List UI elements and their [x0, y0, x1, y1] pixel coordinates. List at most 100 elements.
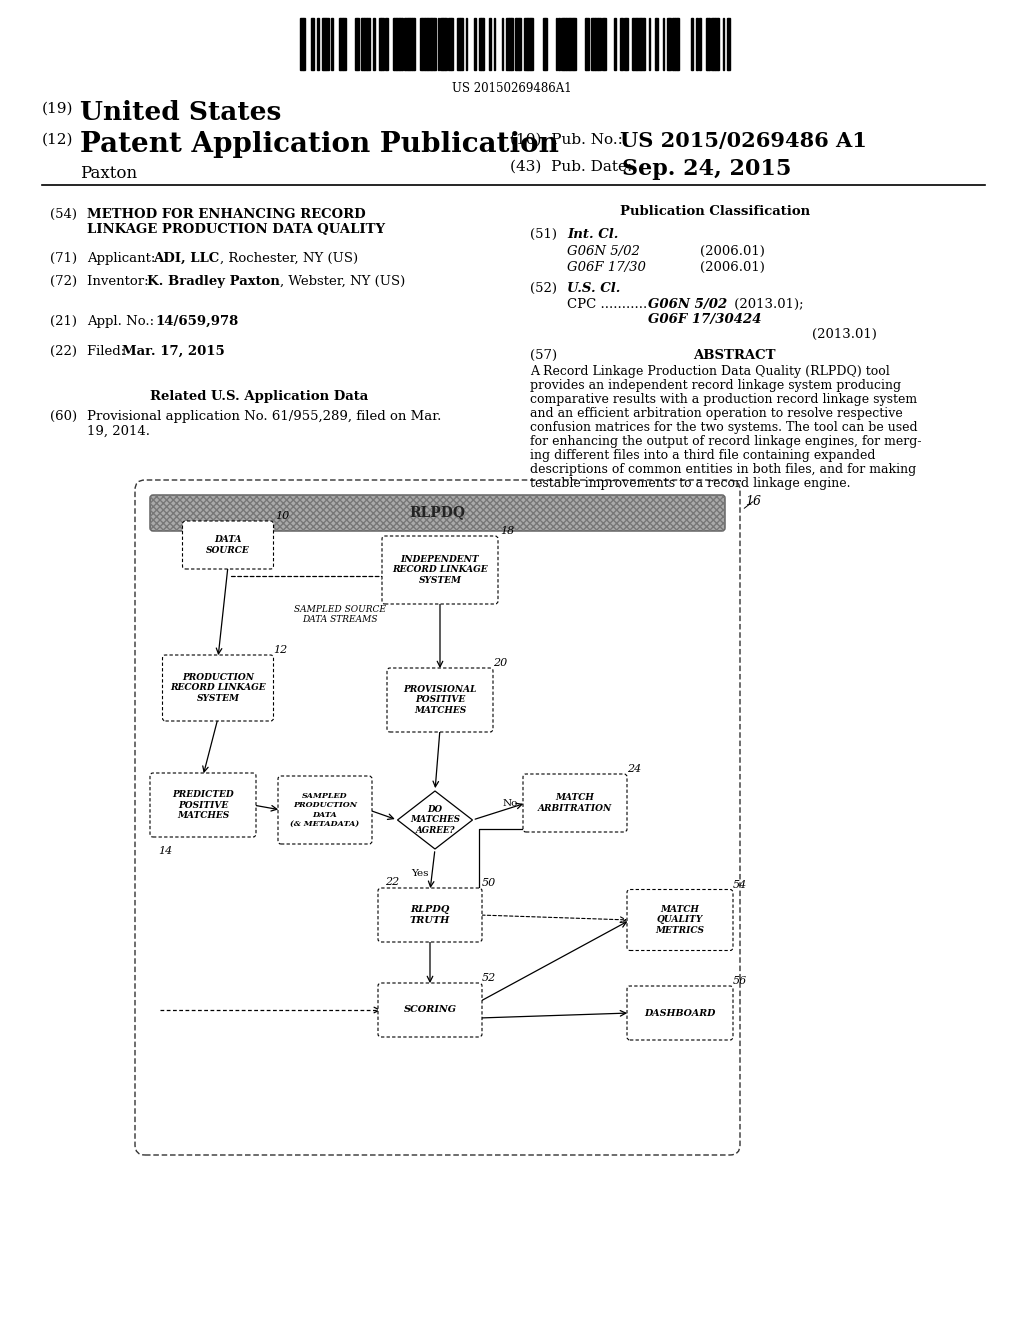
Bar — [591, 18, 593, 70]
Text: (12): (12) — [42, 133, 74, 147]
Text: (52): (52) — [530, 282, 557, 294]
Text: (60): (60) — [50, 411, 77, 422]
Bar — [397, 18, 399, 70]
Bar — [531, 18, 534, 70]
Bar — [394, 18, 396, 70]
Text: G06F 17/30424: G06F 17/30424 — [648, 313, 762, 326]
Text: testable improvements to a record linkage engine.: testable improvements to a record linkag… — [530, 477, 851, 490]
Text: K. Bradley Paxton: K. Bradley Paxton — [147, 275, 280, 288]
Text: PROVISIONAL
POSITIVE
MATCHES: PROVISIONAL POSITIVE MATCHES — [403, 685, 477, 715]
Text: (43)  Pub. Date:: (43) Pub. Date: — [510, 160, 632, 174]
Text: Inventor:: Inventor: — [87, 275, 157, 288]
Bar — [331, 18, 333, 70]
Bar — [524, 18, 527, 70]
Bar — [574, 18, 575, 70]
Bar — [474, 18, 476, 70]
Bar — [481, 18, 483, 70]
Bar — [595, 18, 598, 70]
Text: (51): (51) — [530, 228, 557, 242]
Bar — [564, 18, 566, 70]
Bar — [509, 18, 511, 70]
Bar — [412, 18, 414, 70]
Bar — [598, 18, 601, 70]
Bar — [432, 18, 434, 70]
Bar — [624, 18, 626, 70]
Text: 19, 2014.: 19, 2014. — [87, 425, 150, 438]
Text: Mar. 17, 2015: Mar. 17, 2015 — [122, 345, 224, 358]
Text: Applicant:: Applicant: — [87, 252, 160, 265]
Bar — [489, 18, 490, 70]
Bar — [586, 18, 589, 70]
Text: confusion matrices for the two systems. The tool can be used: confusion matrices for the two systems. … — [530, 421, 918, 434]
Bar — [445, 18, 447, 70]
Bar — [422, 18, 425, 70]
Text: Paxton: Paxton — [80, 165, 137, 182]
Bar — [543, 18, 545, 70]
Text: (22): (22) — [50, 345, 77, 358]
Text: MATCH
QUALITY
METRICS: MATCH QUALITY METRICS — [655, 906, 705, 935]
Text: LINKAGE PRODUCTION DATA QUALITY: LINKAGE PRODUCTION DATA QUALITY — [87, 223, 385, 236]
Text: INDEPENDENT
RECORD LINKAGE
SYSTEM: INDEPENDENT RECORD LINKAGE SYSTEM — [392, 556, 487, 585]
Text: (2013.01);: (2013.01); — [730, 298, 804, 312]
Bar — [604, 18, 606, 70]
Text: 12: 12 — [273, 645, 288, 655]
Text: (2006.01): (2006.01) — [700, 261, 765, 275]
Bar — [728, 18, 730, 70]
Bar — [696, 18, 698, 70]
Text: SAMPLED
PRODUCTION
DATA
(& METADATA): SAMPLED PRODUCTION DATA (& METADATA) — [291, 792, 359, 828]
FancyBboxPatch shape — [163, 655, 273, 721]
Bar — [385, 18, 388, 70]
Text: CPC ...........: CPC ........... — [567, 298, 647, 312]
Text: RLPDQ: RLPDQ — [410, 506, 466, 519]
Bar — [357, 18, 359, 70]
FancyBboxPatch shape — [387, 668, 493, 733]
Text: 24: 24 — [627, 764, 641, 774]
Bar — [593, 18, 595, 70]
Text: G06N 5/02: G06N 5/02 — [567, 246, 640, 257]
Text: PREDICTED
POSITIVE
MATCHES: PREDICTED POSITIVE MATCHES — [172, 791, 233, 820]
Text: United States: United States — [80, 100, 282, 125]
FancyBboxPatch shape — [378, 888, 482, 942]
Bar — [614, 18, 616, 70]
Text: 16: 16 — [745, 495, 761, 508]
Bar — [343, 18, 346, 70]
Text: DASHBOARD: DASHBOARD — [644, 1008, 716, 1018]
FancyBboxPatch shape — [182, 521, 273, 569]
Bar — [451, 18, 453, 70]
Text: ABSTRACT: ABSTRACT — [693, 348, 775, 362]
Bar — [715, 18, 718, 70]
Text: provides an independent record linkage system producing: provides an independent record linkage s… — [530, 379, 901, 392]
Bar — [440, 18, 442, 70]
Bar — [602, 18, 604, 70]
Bar — [637, 18, 640, 70]
Text: ing different files into a third file containing expanded: ing different files into a third file co… — [530, 449, 876, 462]
Text: Appl. No.:: Appl. No.: — [87, 315, 163, 327]
Bar — [460, 18, 463, 70]
Bar — [707, 18, 709, 70]
Text: (54): (54) — [50, 209, 77, 220]
Text: U.S. Cl.: U.S. Cl. — [567, 282, 621, 294]
FancyBboxPatch shape — [523, 774, 627, 832]
Bar — [400, 18, 402, 70]
Text: Related U.S. Application Data: Related U.S. Application Data — [150, 389, 369, 403]
Text: SCORING: SCORING — [403, 1006, 457, 1015]
Text: (2013.01): (2013.01) — [812, 327, 877, 341]
Text: 22: 22 — [385, 876, 399, 887]
Text: 14: 14 — [158, 846, 172, 855]
Bar — [340, 18, 343, 70]
Bar — [303, 18, 305, 70]
Text: RLPDQ
TRUTH: RLPDQ TRUTH — [410, 906, 451, 925]
Text: SAMPLED SOURCE
DATA STREAMS: SAMPLED SOURCE DATA STREAMS — [294, 605, 386, 624]
FancyBboxPatch shape — [627, 986, 733, 1040]
Bar — [673, 18, 675, 70]
Bar — [570, 18, 573, 70]
Bar — [428, 18, 431, 70]
Bar — [410, 18, 412, 70]
Bar — [479, 18, 481, 70]
Text: 54: 54 — [733, 879, 748, 890]
Bar — [449, 18, 451, 70]
Text: ADI, LLC: ADI, LLC — [153, 252, 219, 265]
Bar — [506, 18, 509, 70]
Text: US 2015/0269486 A1: US 2015/0269486 A1 — [620, 131, 867, 150]
Bar — [699, 18, 701, 70]
